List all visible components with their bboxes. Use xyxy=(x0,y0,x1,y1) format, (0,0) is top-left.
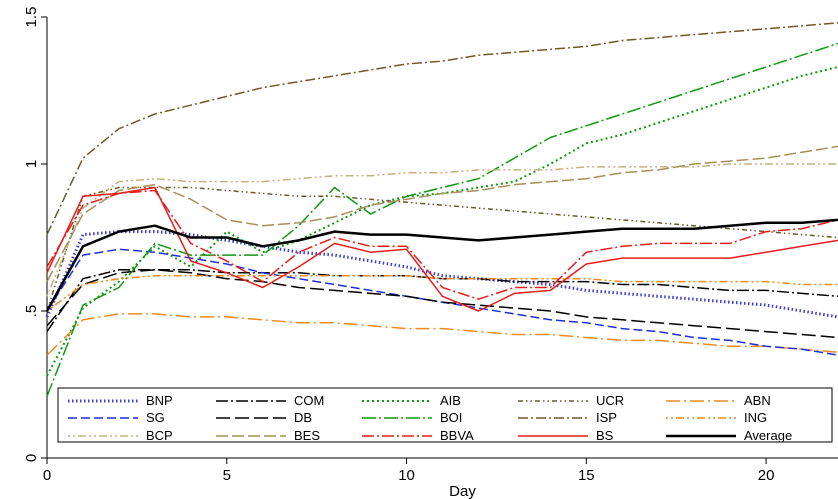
series-line-aib xyxy=(46,66,838,377)
series-line-average xyxy=(45,218,838,312)
legend-label-ucr: UCR xyxy=(596,393,624,408)
legend-box xyxy=(57,387,833,443)
legend-label-isp: ISP xyxy=(596,410,617,425)
x-tick-label: 15 xyxy=(578,467,595,484)
series-line-bcp xyxy=(46,163,838,297)
series-line-bbva xyxy=(46,189,838,300)
legend-label-boi: BOI xyxy=(440,410,462,425)
series-line-abn xyxy=(46,313,838,356)
series-line-isp xyxy=(46,22,838,235)
y-tick-label: 1.5 xyxy=(23,7,40,28)
legend-label-com: COM xyxy=(294,393,324,408)
series-line-boi xyxy=(46,42,838,397)
legend-label-bnp: BNP xyxy=(146,393,173,408)
legend-label-bs: BS xyxy=(596,428,614,443)
x-tick-label: 0 xyxy=(43,467,51,484)
y-axis-ticks: 0 .5 1 1.5 xyxy=(23,7,47,462)
legend-label-average: Average xyxy=(744,428,792,443)
series-line-bs xyxy=(46,186,838,312)
series-line-ing xyxy=(46,274,838,312)
x-axis-ticks: 0 5 10 15 20 xyxy=(43,458,775,484)
legend-label-abn: ABN xyxy=(744,393,771,408)
y-tick-label: 1 xyxy=(23,160,40,168)
y-tick-label: .5 xyxy=(23,305,40,318)
legend-label-aib: AIB xyxy=(440,393,461,408)
x-tick-label: 20 xyxy=(758,467,775,484)
x-tick-label: 10 xyxy=(398,467,415,484)
legend-label-ing: ING xyxy=(744,410,767,425)
series-lines xyxy=(45,22,838,397)
series-line-bes xyxy=(46,145,838,282)
legend-label-bcp: BCP xyxy=(146,428,173,443)
y-tick-label: 0 xyxy=(23,454,40,462)
legend: BNP COM AIB UCR ABN SG DB BOI ISP ING BCP BES BBVA BS… xyxy=(57,387,833,443)
legend-label-bbva: BBVA xyxy=(440,428,474,443)
axes: 0 5 10 15 20 0 .5 1 1.5 Day xyxy=(23,7,838,499)
legend-label-db: DB xyxy=(294,410,312,425)
legend-label-sg: SG xyxy=(146,410,165,425)
series-line-ucr xyxy=(46,186,838,312)
legend-label-bes: BES xyxy=(294,428,320,443)
series-line-db xyxy=(46,269,838,339)
x-tick-label: 5 xyxy=(223,467,231,484)
x-axis-title: Day xyxy=(449,483,476,499)
series-line-bnp xyxy=(45,230,838,319)
